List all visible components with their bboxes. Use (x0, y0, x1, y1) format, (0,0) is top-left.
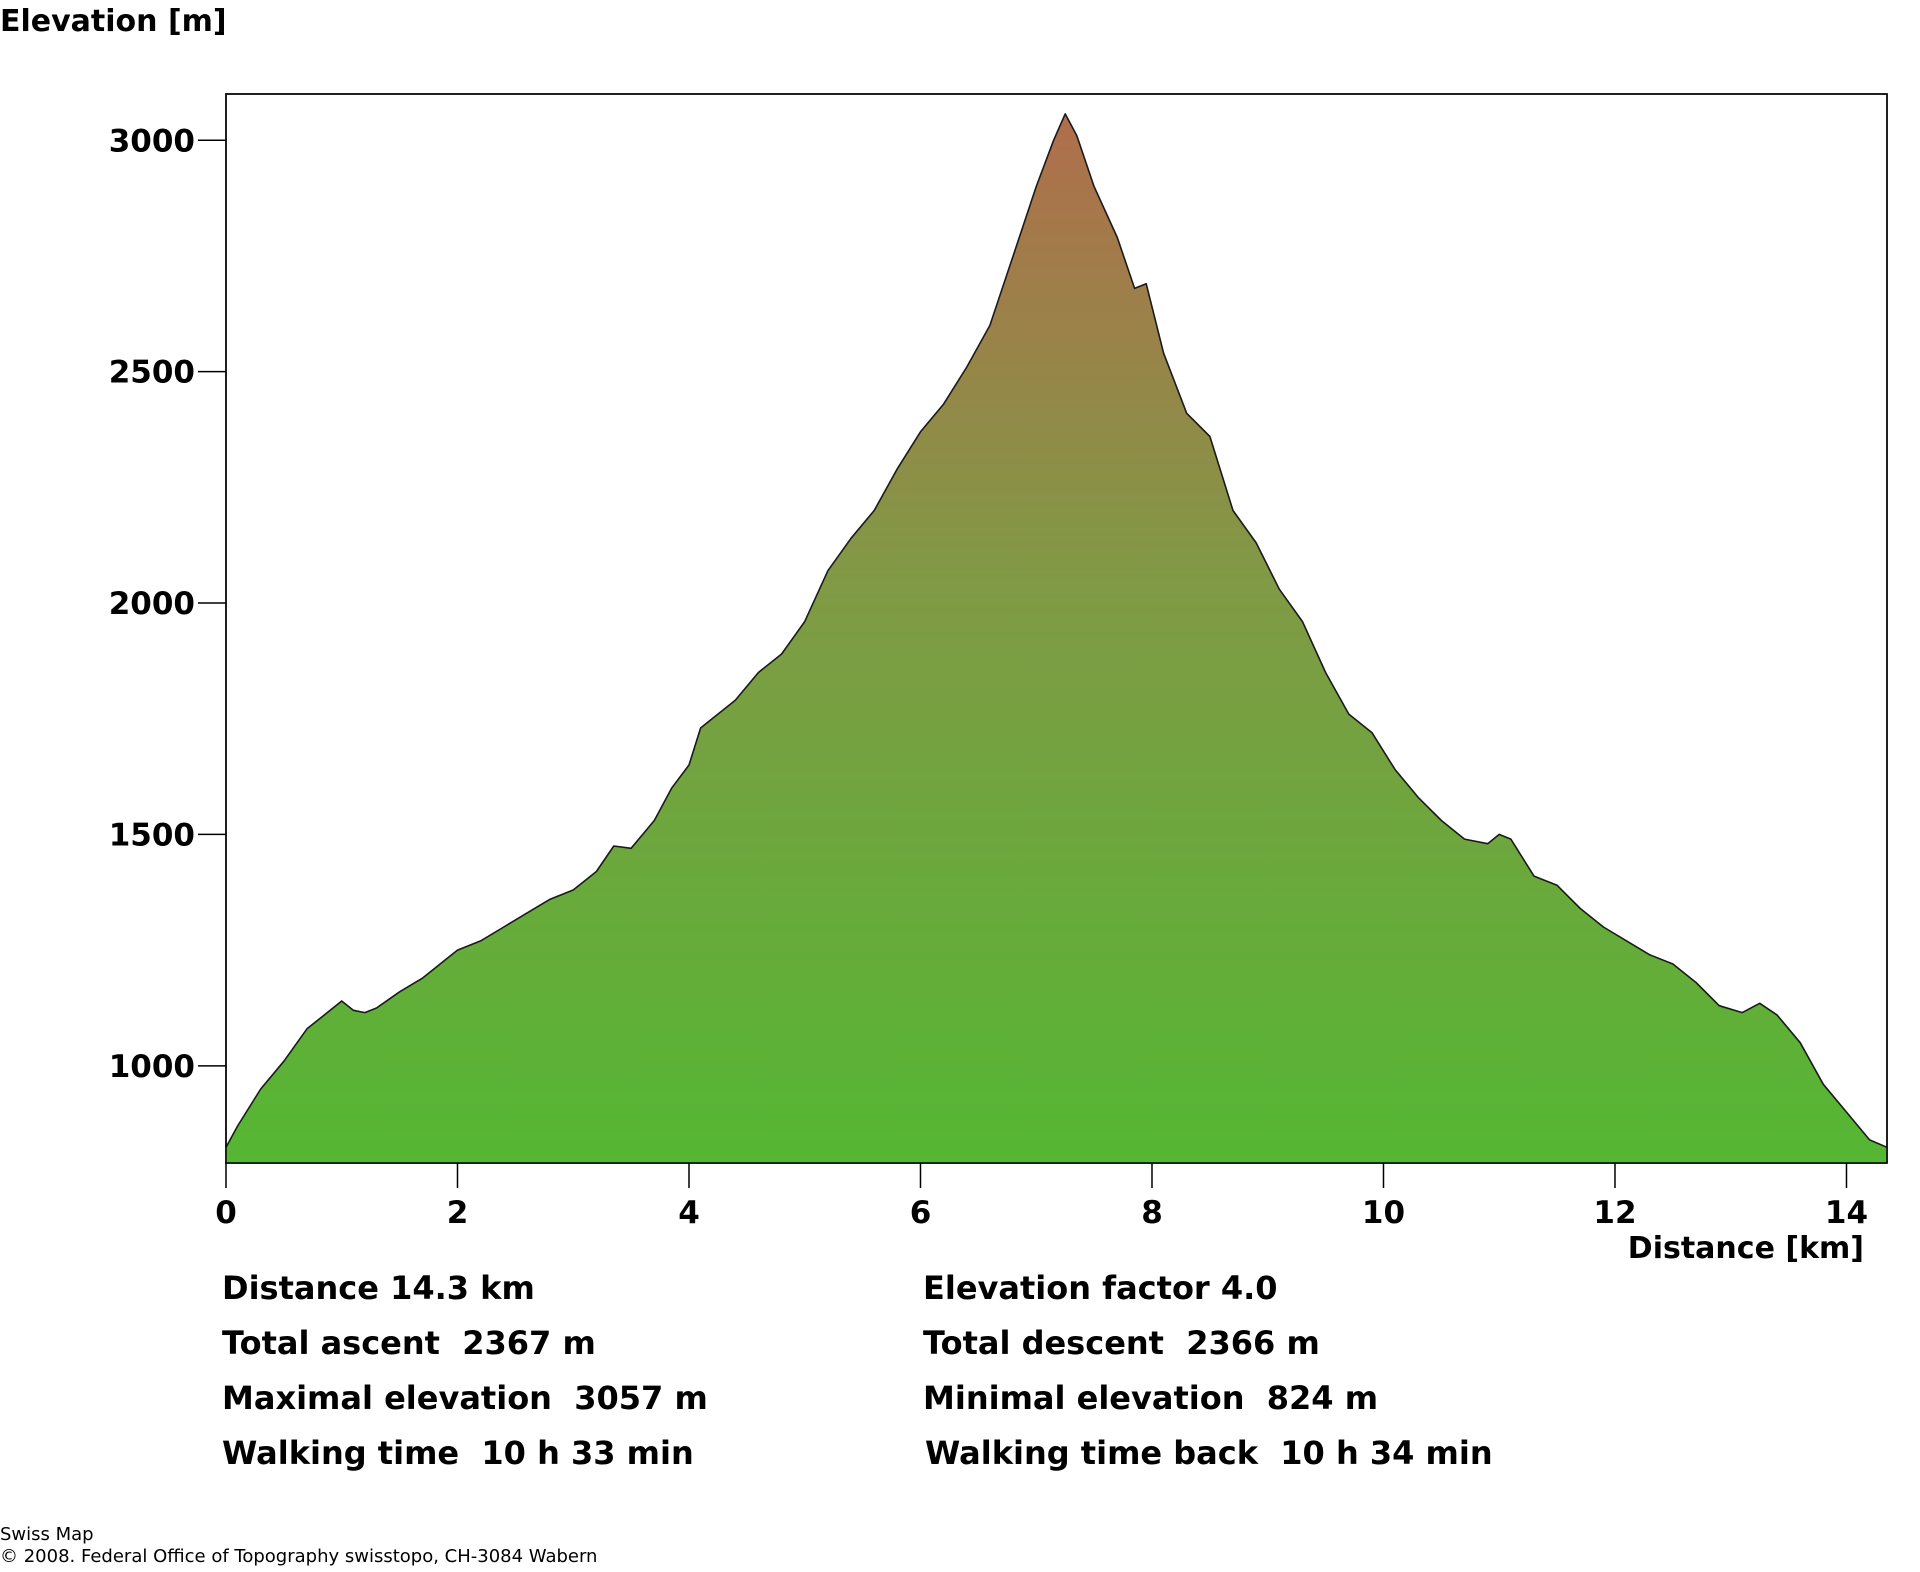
stat-distance: Distance 14.3 km (222, 1269, 535, 1307)
x-axis-title: Distance [km] (1628, 1231, 1864, 1266)
stat-walking-time-back: Walking time back 10 h 34 min (925, 1434, 1493, 1472)
x-tick-label: 12 (1593, 1195, 1636, 1231)
stat-max-elevation: Maximal elevation 3057 m (222, 1379, 708, 1417)
stat-total-ascent: Total ascent 2367 m (222, 1324, 596, 1362)
y-axis-title: Elevation [m] (0, 4, 227, 39)
y-tick-label: 3000 (109, 123, 195, 159)
y-tick-label: 1000 (109, 1049, 195, 1085)
stat-walking-time: Walking time 10 h 33 min (222, 1434, 694, 1472)
stat-min-elevation: Minimal elevation 824 m (923, 1379, 1379, 1417)
x-tick-label: 10 (1362, 1195, 1405, 1231)
x-tick-label: 8 (1141, 1195, 1163, 1231)
stat-elevation-factor: Elevation factor 4.0 (923, 1269, 1278, 1307)
elevation-area (226, 113, 1887, 1163)
x-tick-label: 6 (910, 1195, 932, 1231)
x-tick-label: 4 (678, 1195, 700, 1231)
plot-border (225, 93, 1888, 1164)
footer-copyright: © 2008. Federal Office of Topography swi… (0, 1546, 598, 1567)
x-tick-label: 0 (215, 1195, 237, 1231)
x-tick-label: 14 (1825, 1195, 1868, 1231)
y-tick-label: 1500 (109, 817, 195, 853)
y-tick-label: 2000 (109, 586, 195, 622)
elevation-line (225, 113, 1888, 1149)
y-tick-label: 2500 (109, 355, 195, 391)
stat-total-descent: Total descent 2366 m (923, 1324, 1320, 1362)
footer-map-name: Swiss Map (0, 1524, 94, 1545)
x-tick-label: 2 (447, 1195, 469, 1231)
